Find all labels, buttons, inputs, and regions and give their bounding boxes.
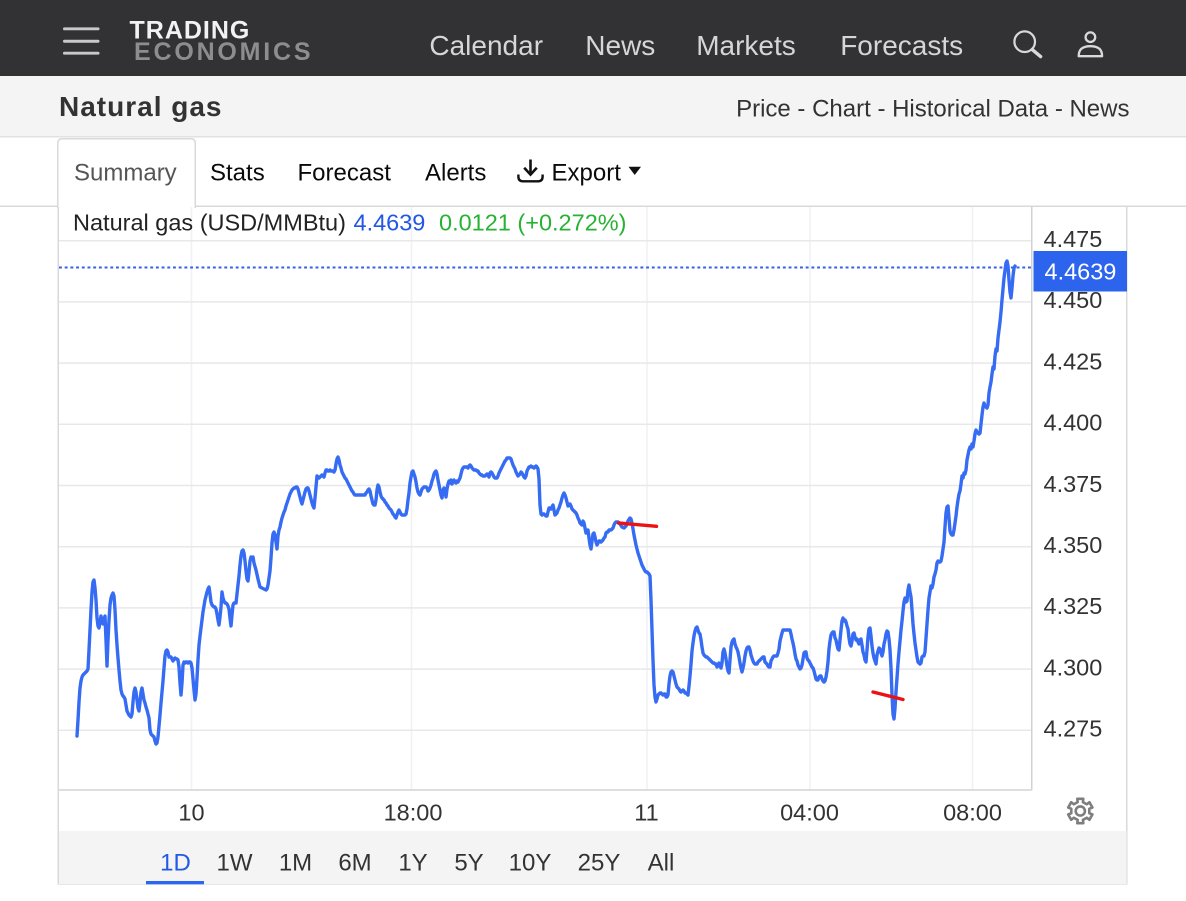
svg-text:Forecast: Forecast xyxy=(298,160,392,187)
svg-text:18:00: 18:00 xyxy=(384,800,443,826)
svg-text:08:00: 08:00 xyxy=(943,800,1002,826)
svg-text:10: 10 xyxy=(178,800,204,826)
svg-text:1D: 1D xyxy=(160,850,191,877)
svg-text:4.275: 4.275 xyxy=(1044,716,1103,742)
svg-text:4.300: 4.300 xyxy=(1044,654,1103,680)
svg-text:4.325: 4.325 xyxy=(1044,593,1103,619)
svg-text:Markets: Markets xyxy=(696,30,796,61)
svg-text:Forecasts: Forecasts xyxy=(840,30,963,61)
svg-text:4.375: 4.375 xyxy=(1044,471,1103,497)
svg-text:4.4639: 4.4639 xyxy=(354,210,426,236)
svg-text:4.425: 4.425 xyxy=(1044,348,1103,374)
svg-text:Export: Export xyxy=(552,160,622,187)
svg-text:10Y: 10Y xyxy=(509,850,552,877)
svg-text:25Y: 25Y xyxy=(578,850,621,877)
svg-text:Summary: Summary xyxy=(74,160,177,187)
svg-text:5Y: 5Y xyxy=(454,850,483,877)
svg-text:4.400: 4.400 xyxy=(1044,410,1103,436)
svg-text:1M: 1M xyxy=(279,850,312,877)
svg-text:4.350: 4.350 xyxy=(1044,532,1103,558)
svg-text:1W: 1W xyxy=(217,850,253,877)
svg-text:Natural gas (USD/MMBtu): Natural gas (USD/MMBtu) xyxy=(73,210,346,236)
svg-text:4.475: 4.475 xyxy=(1044,226,1103,252)
svg-text:11: 11 xyxy=(634,800,658,826)
svg-text:ECONOMICS: ECONOMICS xyxy=(134,38,313,66)
svg-text:6M: 6M xyxy=(338,850,371,877)
svg-text:News: News xyxy=(585,30,655,61)
svg-text:4.4639: 4.4639 xyxy=(1045,259,1117,285)
svg-text:Price - Chart - Historical Dat: Price - Chart - Historical Data - News xyxy=(736,96,1129,123)
svg-text:Calendar: Calendar xyxy=(429,30,543,61)
svg-text:TRADING: TRADING xyxy=(130,17,251,45)
svg-text:04:00: 04:00 xyxy=(780,800,839,826)
svg-text:Alerts: Alerts xyxy=(425,160,486,187)
svg-text:0.0121 (+0.272%): 0.0121 (+0.272%) xyxy=(439,210,626,236)
svg-text:All: All xyxy=(648,850,675,877)
svg-text:4.450: 4.450 xyxy=(1044,287,1103,313)
svg-text:1Y: 1Y xyxy=(398,850,427,877)
svg-text:Stats: Stats xyxy=(210,160,265,187)
svg-text:Natural gas: Natural gas xyxy=(59,91,223,122)
